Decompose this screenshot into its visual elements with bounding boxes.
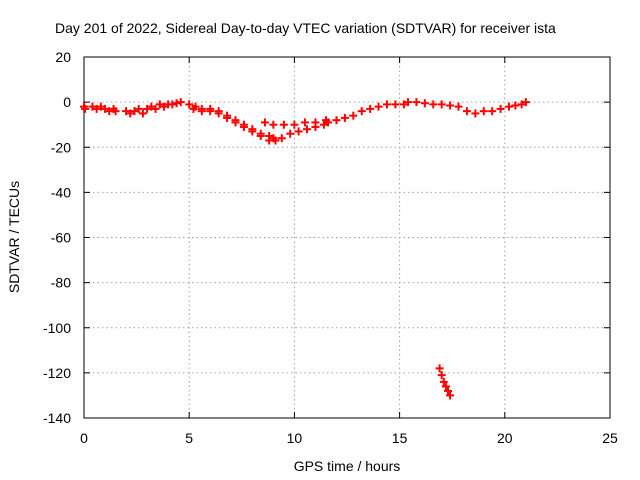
data-point xyxy=(462,107,471,116)
data-point xyxy=(479,107,488,116)
data-point xyxy=(130,107,139,116)
y-axis-label: SDTVAR / TECUs xyxy=(6,181,22,293)
data-point xyxy=(101,104,110,113)
data-point xyxy=(231,118,240,127)
y-tick-labels: -140 -120 -100 -80 -60 -40 -20 0 20 xyxy=(43,49,71,426)
data-point xyxy=(439,377,448,386)
data-point xyxy=(311,118,320,127)
y-tick-label: -60 xyxy=(51,230,71,246)
data-point xyxy=(269,120,278,129)
data-point xyxy=(404,98,413,107)
data-points xyxy=(80,98,530,400)
data-point xyxy=(111,107,120,116)
y-tick-label: -100 xyxy=(43,320,71,336)
data-point xyxy=(505,102,514,111)
data-point xyxy=(122,107,131,116)
data-point xyxy=(321,116,330,125)
data-point xyxy=(138,109,147,118)
data-point xyxy=(429,100,438,109)
x-tick-label: 25 xyxy=(602,430,618,446)
data-point xyxy=(189,104,198,113)
data-point xyxy=(143,104,152,113)
data-point xyxy=(443,386,452,395)
data-point xyxy=(446,101,455,110)
data-point xyxy=(155,100,164,109)
data-point xyxy=(340,113,349,122)
data-point xyxy=(290,120,299,129)
data-point xyxy=(92,104,101,113)
data-point xyxy=(454,102,463,111)
data-point xyxy=(277,134,286,143)
data-point xyxy=(271,136,280,145)
data-point xyxy=(441,382,450,391)
data-point xyxy=(134,104,143,113)
data-point xyxy=(437,371,446,380)
x-tick-label: 5 xyxy=(185,430,193,446)
data-point xyxy=(412,98,421,107)
x-tick-labels: 0 5 10 15 20 25 xyxy=(80,430,618,446)
y-tick-label: -120 xyxy=(43,365,71,381)
x-tick-label: 15 xyxy=(392,430,408,446)
data-point xyxy=(197,107,206,116)
data-point xyxy=(286,129,295,138)
data-point xyxy=(239,122,248,131)
data-point xyxy=(88,102,97,111)
y-tick-label: -140 xyxy=(43,410,71,426)
data-point xyxy=(366,104,375,113)
chart-title: Day 201 of 2022, Sidereal Day-to-day VTE… xyxy=(55,20,556,36)
data-point xyxy=(511,101,520,110)
x-tick-label: 10 xyxy=(287,430,303,446)
data-point xyxy=(172,99,181,108)
data-point xyxy=(435,364,444,373)
data-point xyxy=(260,118,269,127)
x-axis-label: GPS time / hours xyxy=(294,458,401,474)
data-point xyxy=(437,100,446,109)
grid-lines xyxy=(84,57,610,418)
data-point xyxy=(488,107,497,116)
data-point xyxy=(319,120,328,129)
y-tick-label: -20 xyxy=(51,139,71,155)
data-point xyxy=(420,99,429,108)
x-tick-label: 20 xyxy=(497,430,513,446)
data-point xyxy=(496,104,505,113)
data-point xyxy=(471,109,480,118)
data-point xyxy=(96,102,105,111)
y-tick-label: -80 xyxy=(51,275,71,291)
y-tick-label: -40 xyxy=(51,184,71,200)
data-point xyxy=(521,98,530,107)
y-tick-label: 20 xyxy=(55,49,71,65)
data-point xyxy=(151,104,160,113)
data-point xyxy=(303,125,312,134)
data-point xyxy=(517,100,526,109)
data-point xyxy=(206,107,215,116)
data-point xyxy=(349,111,358,120)
data-point xyxy=(185,100,194,109)
tick-marks xyxy=(83,56,611,419)
data-point xyxy=(391,100,400,109)
data-point xyxy=(223,113,232,122)
data-point xyxy=(147,102,156,111)
data-point xyxy=(176,98,185,107)
data-point xyxy=(294,127,303,136)
x-tick-label: 0 xyxy=(80,430,88,446)
data-point xyxy=(81,104,90,113)
data-point xyxy=(300,118,309,127)
data-point xyxy=(382,100,391,109)
data-point xyxy=(446,391,455,400)
data-point xyxy=(374,102,383,111)
data-point xyxy=(332,116,341,125)
data-point xyxy=(159,102,168,111)
plot-frame xyxy=(83,56,611,419)
y-tick-label: 0 xyxy=(63,94,71,110)
data-point xyxy=(279,120,288,129)
data-point xyxy=(214,109,223,118)
data-point xyxy=(399,100,408,109)
data-point xyxy=(357,107,366,116)
data-point xyxy=(256,131,265,140)
data-point xyxy=(126,109,135,118)
data-point xyxy=(168,100,177,109)
data-point xyxy=(248,127,257,136)
